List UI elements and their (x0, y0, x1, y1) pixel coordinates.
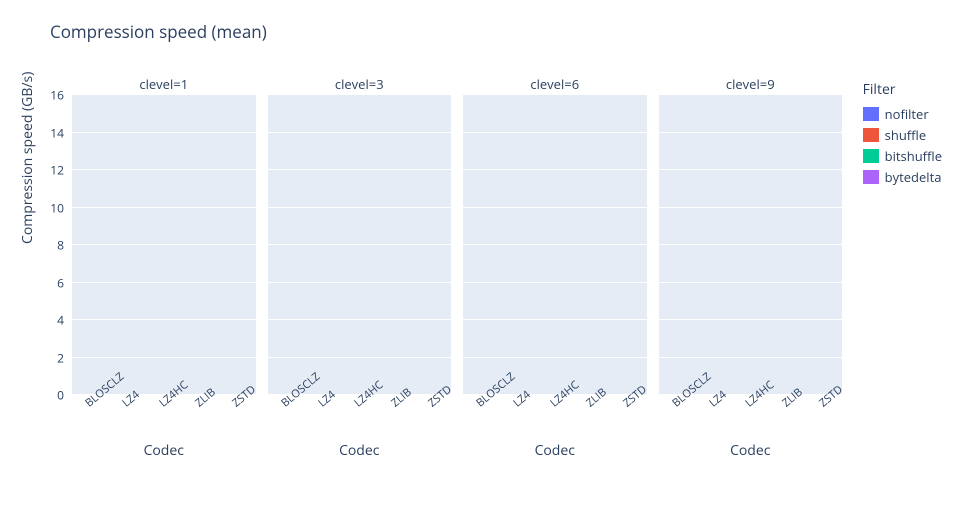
y-tick: 0 (57, 387, 64, 404)
panel: clevel=1 BLOSCLZLZ4LZ4HCZLIBZSTD Codec (72, 75, 256, 460)
y-tick: 2 (57, 349, 64, 366)
legend-label: nofilter (885, 105, 929, 123)
legend-item[interactable]: shuffle (863, 126, 942, 144)
x-axis-label: Codec (659, 441, 843, 460)
legend-label: bitshuffle (885, 147, 942, 165)
legend-label: bytedelta (885, 168, 942, 186)
y-tick: 12 (50, 162, 64, 179)
legend-swatch (863, 128, 879, 142)
legend-item[interactable]: bitshuffle (863, 147, 942, 165)
x-axis-label: Codec (268, 441, 452, 460)
plot-area (659, 95, 843, 395)
plot-area (463, 95, 647, 395)
legend-item[interactable]: nofilter (863, 105, 942, 123)
legend-items: nofilter shuffle bitshuffle bytedelta (863, 105, 942, 186)
panel-title: clevel=9 (659, 75, 843, 91)
legend-label: shuffle (885, 126, 926, 144)
chart-title: Compression speed (mean) (50, 20, 267, 43)
legend-swatch (863, 149, 879, 163)
plot-area (268, 95, 452, 395)
x-ticks: BLOSCLZLZ4LZ4HCZLIBZSTD (268, 395, 452, 439)
y-tick: 16 (50, 87, 64, 104)
panel-title: clevel=1 (72, 75, 256, 91)
y-tick: 8 (57, 237, 64, 254)
legend-swatch (863, 107, 879, 121)
x-ticks: BLOSCLZLZ4LZ4HCZLIBZSTD (72, 395, 256, 439)
bars (268, 95, 452, 395)
bars (659, 95, 843, 395)
panel-row: clevel=1BLOSCLZLZ4LZ4HCZLIBZSTDCodecclev… (72, 75, 842, 460)
legend-item[interactable]: bytedelta (863, 168, 942, 186)
y-axis: 0246810121416 (0, 95, 70, 395)
x-ticks: BLOSCLZLZ4LZ4HCZLIBZSTD (463, 395, 647, 439)
panel: clevel=9 BLOSCLZLZ4LZ4HCZLIBZSTD Codec (659, 75, 843, 460)
x-axis-label: Codec (463, 441, 647, 460)
figure: Compression speed (mean) Compression spe… (0, 0, 972, 525)
panel-title: clevel=3 (268, 75, 452, 91)
y-tick: 14 (50, 124, 64, 141)
y-tick: 4 (57, 312, 64, 329)
panel-title: clevel=6 (463, 75, 647, 91)
legend-title: Filter (863, 80, 942, 99)
x-axis-label: Codec (72, 441, 256, 460)
x-ticks: BLOSCLZLZ4LZ4HCZLIBZSTD (659, 395, 843, 439)
bars (72, 95, 256, 395)
panel: clevel=3 BLOSCLZLZ4LZ4HCZLIBZSTD Codec (268, 75, 452, 460)
legend: Filter nofilter shuffle bitshuffle bytedelt… (863, 80, 942, 189)
panel: clevel=6 BLOSCLZLZ4LZ4HCZLIBZSTD Codec (463, 75, 647, 460)
y-tick: 6 (57, 274, 64, 291)
y-tick: 10 (50, 199, 64, 216)
legend-swatch (863, 170, 879, 184)
bars (463, 95, 647, 395)
plot-area (72, 95, 256, 395)
